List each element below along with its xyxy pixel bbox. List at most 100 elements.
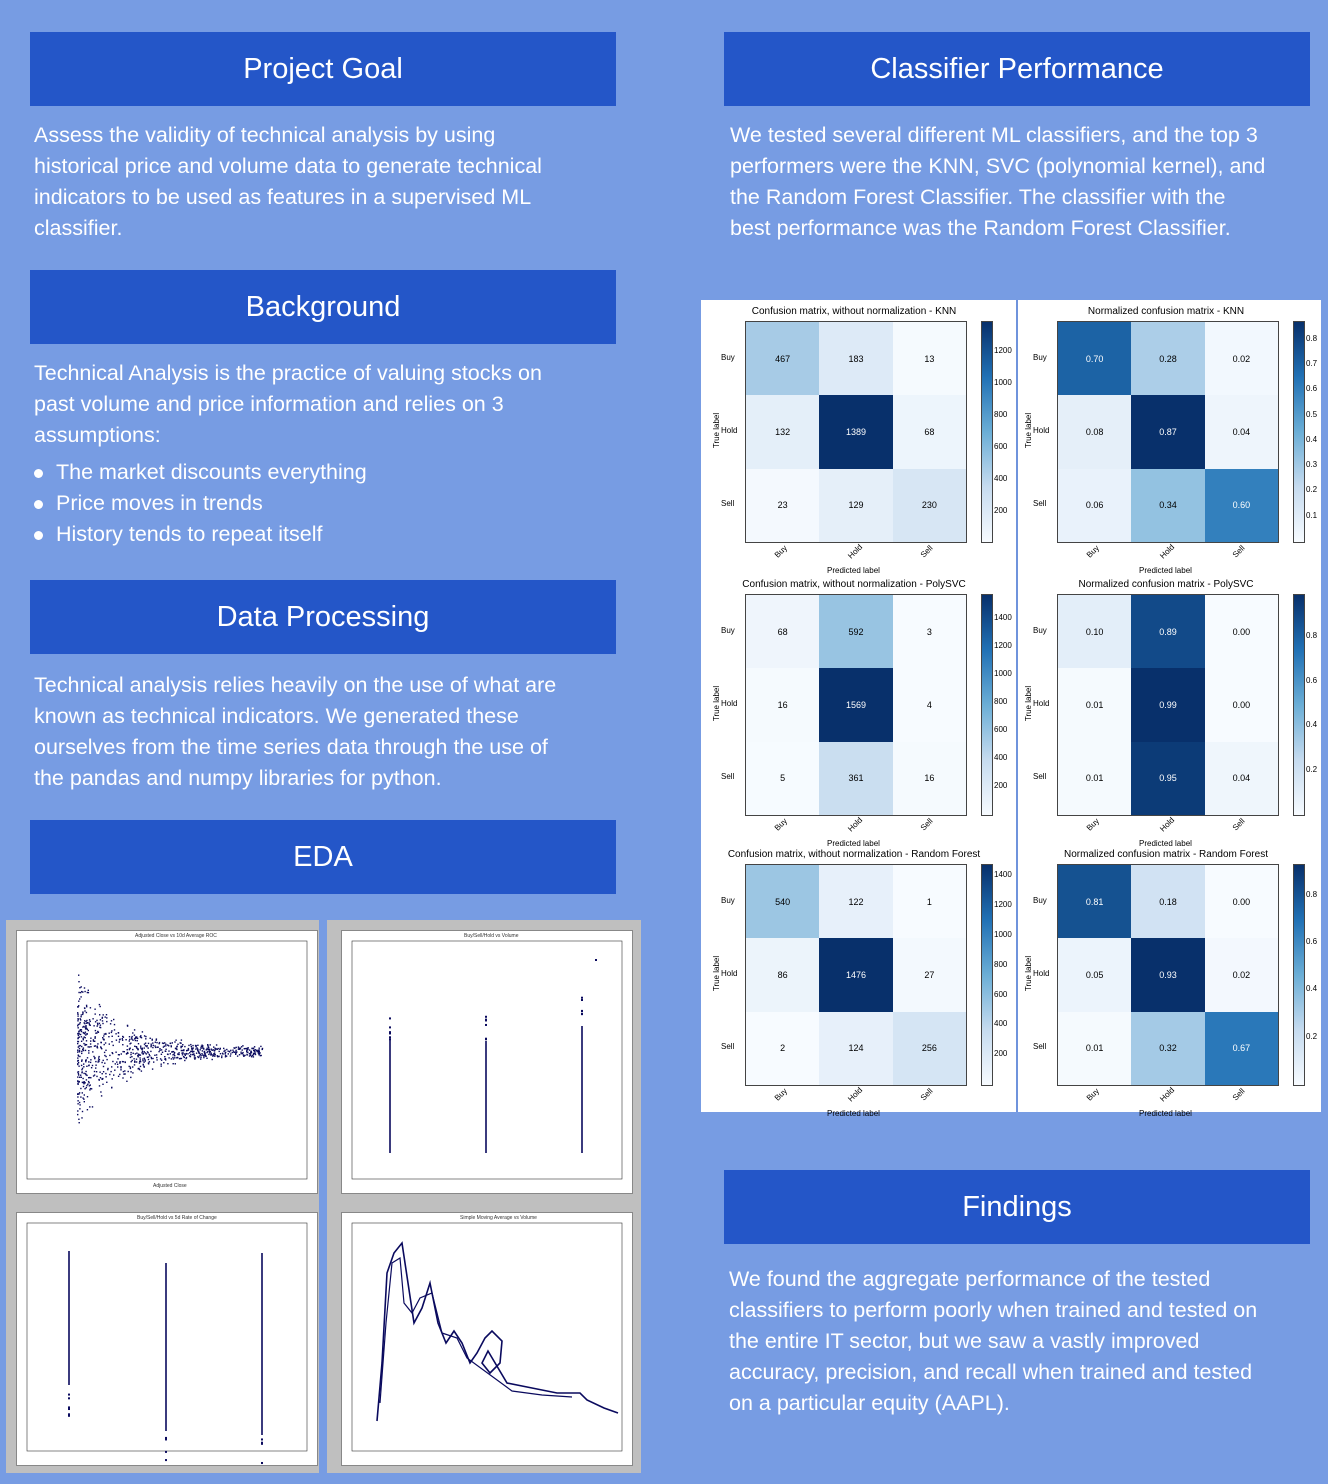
scatter-point [113,1023,116,1026]
scatter-point [187,1053,189,1055]
scatter-point [143,1065,145,1068]
scatter-point [180,1042,182,1044]
scatter-point [219,1048,221,1050]
scatter-point [77,1054,79,1056]
scatter-point [91,1064,94,1067]
scatter-point [151,1039,153,1041]
scatter-point [134,1060,136,1062]
scatter-point [79,1021,81,1024]
colorbar-tick: 0.3 [1306,460,1318,470]
scatter-point [116,1061,118,1063]
scatter-point [104,1042,107,1044]
scatter-point [130,1076,132,1079]
matrix-cell: 0.01 [1058,668,1132,742]
scatter-point [88,1061,90,1063]
scatter-point [77,1034,80,1037]
scatter-point [140,1045,142,1047]
matrix-title: Confusion matrix, without normalization … [751,306,957,317]
scatter-point [254,1051,256,1053]
scatter-point [209,1050,211,1053]
scatter-point [148,1061,151,1063]
scatter-point [242,1051,244,1054]
scatter-point [259,1052,261,1054]
scatter-point [77,1103,79,1105]
scatter-point [82,1085,85,1088]
scatter-point [214,1048,216,1050]
matrix-cell: 0.02 [1204,322,1278,396]
scatter-point [125,1039,127,1041]
scatter-point [203,1048,205,1050]
scatter-point [242,1045,244,1047]
scatter-point [165,1438,167,1441]
eda-scatter-1 [26,940,308,1180]
scatter-point [117,1035,120,1037]
scatter-point [144,1060,146,1062]
scatter-point [139,1060,142,1063]
scatter-point [243,1055,245,1057]
scatter-point [96,1022,99,1024]
scatter-point [140,1047,142,1049]
y-tick-label: Sell [1033,1042,1047,1052]
scatter-point [197,1056,199,1058]
matrix-cell: 0.93 [1131,938,1205,1012]
scatter-point [160,1053,163,1055]
colorbar-tick: 0.2 [1306,764,1318,774]
scatter-point [199,1053,201,1056]
scatter-point [141,1049,144,1051]
scatter-point [129,1047,131,1049]
scatter-point [98,1078,100,1081]
scatter-point [248,1053,251,1055]
scatter-point [215,1044,218,1046]
scatter-point [105,1014,108,1016]
scatter-point [120,1069,122,1071]
scatter-point [142,1052,144,1055]
scatter-point [86,1022,88,1024]
x-tick-label: Hold [846,1085,865,1104]
text-line: We found the aggregate performance of th… [729,1267,1211,1291]
scatter-point [193,1057,196,1059]
scatter-point [250,1050,252,1052]
text-line: past volume and price information and re… [34,392,504,416]
matrix-cell: 0.04 [1204,395,1278,469]
eda-scatter-3 [26,1222,308,1465]
scatter-point [241,1049,243,1051]
scatter-point [261,1441,263,1444]
text-line: Technical Analysis is the practice of va… [34,361,542,385]
y-tick-label: Buy [721,352,735,362]
y-tick-label: Hold [721,969,738,978]
eda-header: EDA [30,820,616,894]
x-tick-label: Hold [1158,542,1177,561]
matrix-cell: 0.34 [1131,468,1205,542]
scatter-point [81,1045,83,1048]
eda-bsh-roc-panel: Buy/Sell/Hold vs 5d Rate of Change [16,1212,318,1466]
scatter-point [152,1046,154,1049]
scatter-point [194,1057,197,1059]
scatter-point [84,1037,86,1039]
matrix-cell: 0.18 [1131,865,1205,939]
scatter-point [247,1047,249,1049]
matrix-grid: 0.70 0.28 0.02 0.08 0.87 0.04 0.06 0.34 0.60 [1057,321,1279,543]
scatter-point [179,1057,181,1060]
scatter-point [80,1087,82,1090]
scatter-point [130,1061,132,1063]
scatter-point [137,1048,139,1050]
colorbar-tick: 1200 [994,900,1012,910]
scatter-point [190,1053,192,1056]
scatter-point [182,1044,184,1046]
scatter-point [201,1044,203,1046]
matrix-cell: 3 [892,595,966,669]
matrix-cell: 0.01 [1058,741,1132,815]
scatter-point [80,1030,83,1033]
scatter-point [219,1047,221,1050]
scatter-point [227,1053,229,1055]
scatter-point [143,1043,146,1045]
scatter-point [203,1056,205,1059]
x-tick-label: Sell [919,816,935,833]
scatter-point [184,1045,186,1048]
x-tick-label: Sell [1231,543,1247,560]
scatter-point [126,1025,129,1027]
scatter-point [159,1058,162,1060]
scatter-point [137,1043,140,1045]
data-processing-title: Data Processing [216,600,430,633]
scatter-point [260,1045,262,1048]
